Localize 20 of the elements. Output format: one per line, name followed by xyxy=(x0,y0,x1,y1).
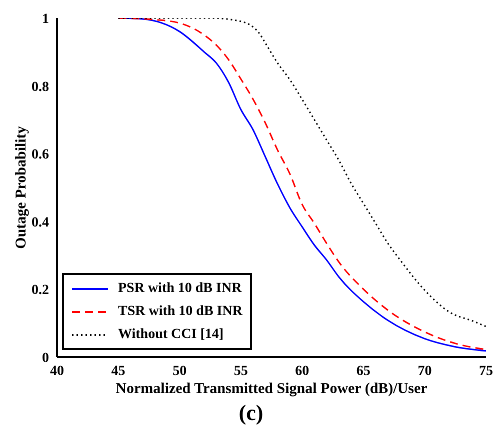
y-tick-label: 1 xyxy=(42,12,49,27)
y-tick-label: 0.6 xyxy=(32,148,49,163)
y-axis-title: Outage Probability xyxy=(13,126,30,249)
y-tick-label: 0 xyxy=(42,350,49,366)
x-tick-label: 75 xyxy=(479,364,493,379)
x-tick-label: 40 xyxy=(50,364,64,379)
legend-label: PSR with 10 dB INR xyxy=(118,280,242,296)
y-tick-label: 0.8 xyxy=(32,80,49,95)
legend-label: Without CCI [14] xyxy=(118,326,224,342)
legend-label: TSR with 10 dB INR xyxy=(118,304,242,320)
x-tick-label: 45 xyxy=(111,364,126,379)
y-tick-label: 0.4 xyxy=(32,215,49,230)
x-tick-label: 70 xyxy=(418,364,432,379)
y-tick-label: 0.2 xyxy=(32,283,49,298)
x-tick-label: 55 xyxy=(234,364,248,379)
x-axis-title: Normalized Transmitted Signal Power (dB)/User xyxy=(116,381,428,397)
x-tick-label: 65 xyxy=(356,364,370,379)
text: (c) xyxy=(238,400,264,426)
x-tick-label: 60 xyxy=(295,364,310,379)
x-tick-label: 50 xyxy=(172,364,187,379)
